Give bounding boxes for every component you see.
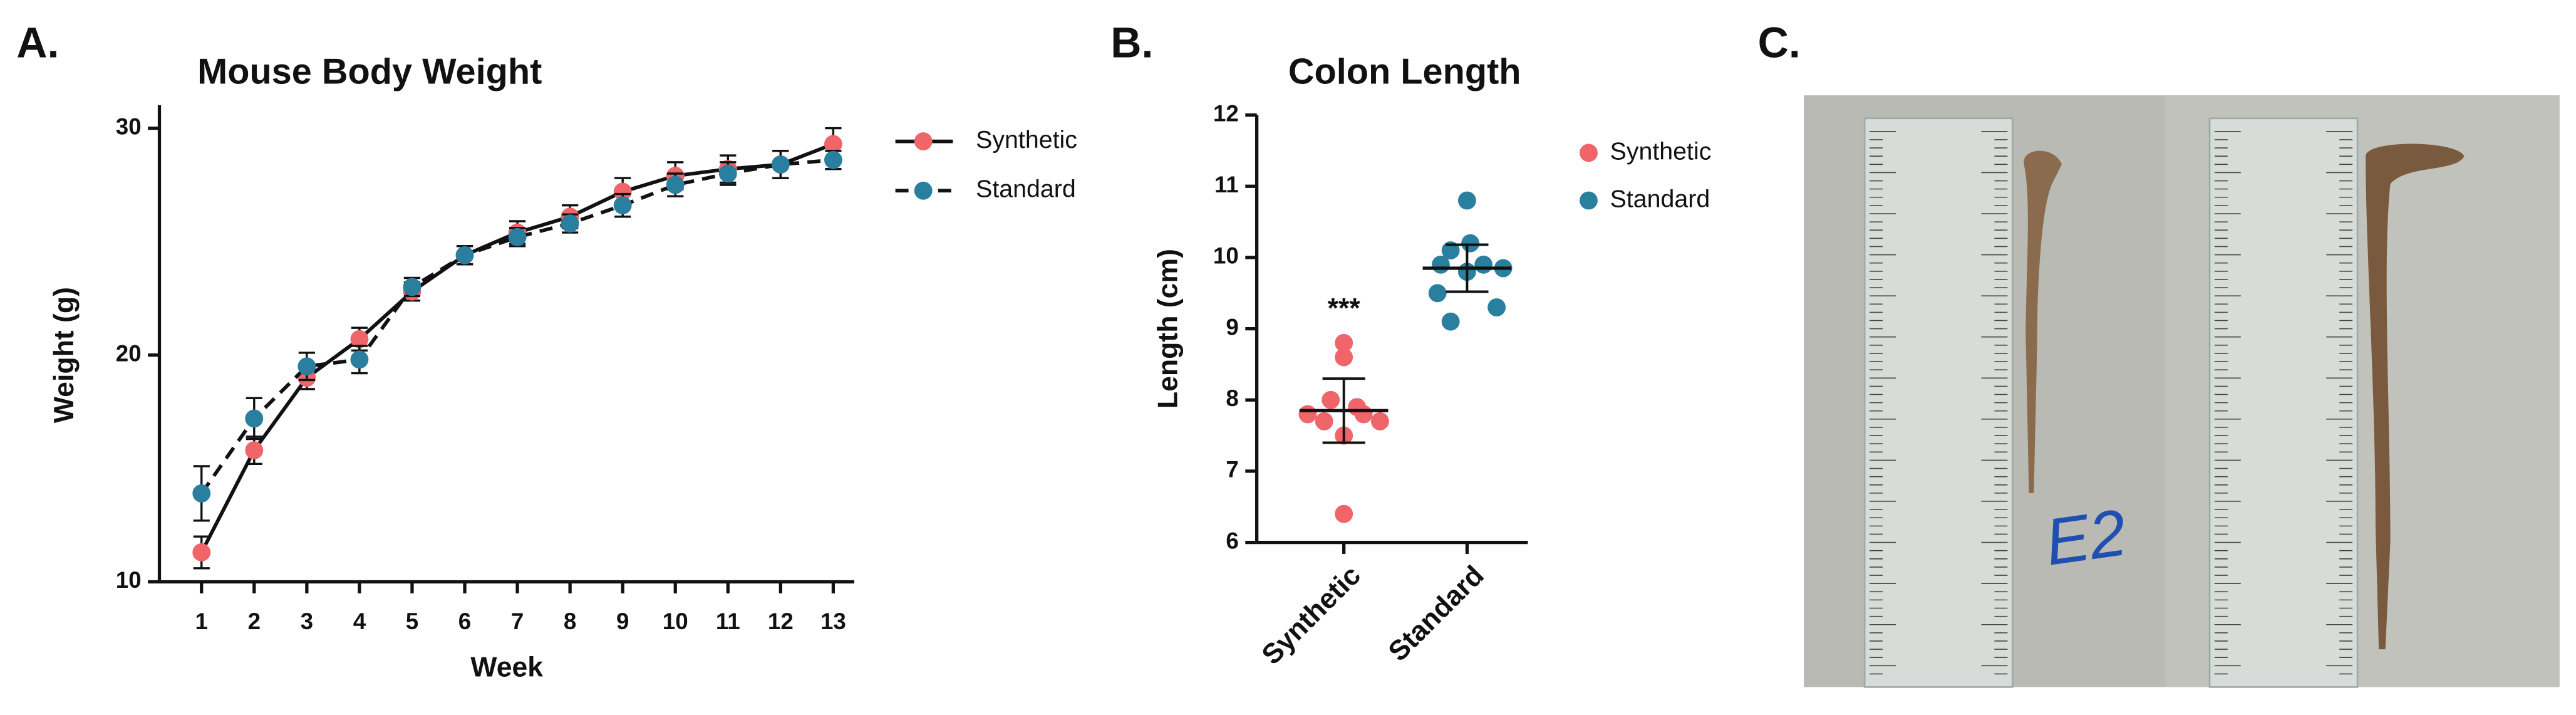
x-axis-label: Week bbox=[470, 652, 543, 682]
x-tick-label: 1 bbox=[195, 608, 208, 634]
data-point bbox=[245, 409, 264, 428]
ruler-scale bbox=[1870, 131, 2353, 675]
data-point bbox=[1335, 348, 1353, 367]
data-point bbox=[508, 227, 527, 246]
data-point bbox=[561, 214, 579, 233]
data-point bbox=[1335, 504, 1353, 523]
sd-bar bbox=[1446, 243, 1489, 293]
chart-title: Colon Length bbox=[1288, 51, 1521, 91]
y-tick-label: 6 bbox=[1226, 528, 1238, 553]
data-point bbox=[1487, 298, 1506, 316]
y-tick-label: 9 bbox=[1226, 314, 1238, 340]
x-tick-label: 9 bbox=[616, 608, 629, 634]
series-line bbox=[200, 142, 834, 553]
y-tick-label: 11 bbox=[1214, 172, 1239, 197]
y-tick-label: 12 bbox=[1213, 100, 1239, 126]
data-point bbox=[824, 135, 842, 154]
data-point bbox=[192, 484, 211, 503]
data-point bbox=[1370, 412, 1389, 431]
y-tick-label: 20 bbox=[116, 340, 142, 366]
data-point bbox=[1457, 191, 1476, 210]
x-tick-label: 5 bbox=[406, 608, 418, 634]
data-point bbox=[1461, 234, 1480, 253]
legend-label: Standard bbox=[1610, 185, 1710, 212]
legend-marker bbox=[914, 181, 933, 200]
data-point bbox=[1474, 255, 1493, 274]
series-line bbox=[200, 158, 834, 495]
x-tick-label: 2 bbox=[248, 608, 261, 634]
data-point bbox=[613, 182, 632, 201]
x-tick-label: 10 bbox=[663, 608, 688, 634]
data-point bbox=[824, 150, 842, 169]
x-tick-label: Standard bbox=[1383, 560, 1490, 667]
legend-label: Standard bbox=[976, 175, 1076, 203]
x-tick-label: 6 bbox=[458, 608, 471, 634]
data-point bbox=[1335, 333, 1353, 352]
x-tick-label: Synthetic bbox=[1256, 560, 1367, 671]
x-tick-label: 8 bbox=[564, 608, 576, 634]
data-point bbox=[666, 175, 685, 194]
x-tick-label: 11 bbox=[716, 608, 740, 634]
legend-marker bbox=[914, 132, 933, 151]
y-tick-label: 10 bbox=[116, 567, 142, 593]
data-point bbox=[350, 350, 369, 369]
sd-bar bbox=[1322, 377, 1365, 444]
y-tick-label: 30 bbox=[116, 113, 142, 139]
colon bbox=[2024, 150, 2062, 493]
data-point bbox=[297, 357, 316, 376]
data-point bbox=[771, 155, 790, 174]
data-point bbox=[1322, 390, 1340, 409]
data-point bbox=[613, 196, 632, 215]
panel-label: B. bbox=[1110, 19, 1153, 66]
y-tick-label: 7 bbox=[1226, 457, 1238, 483]
data-point bbox=[245, 441, 264, 460]
data-point bbox=[1441, 312, 1460, 331]
data-point bbox=[1432, 255, 1450, 274]
y-tick-label: 8 bbox=[1226, 385, 1238, 411]
chart-title: Mouse Body Weight bbox=[197, 51, 542, 91]
ruler bbox=[2208, 117, 2359, 688]
legend-marker bbox=[1580, 144, 1598, 162]
x-tick-label: 3 bbox=[301, 608, 313, 634]
photo: E2 bbox=[1804, 95, 2560, 688]
legend-marker bbox=[1580, 191, 1598, 210]
photo-annotation: E2 bbox=[2041, 496, 2131, 580]
data-point bbox=[350, 330, 369, 348]
data-point bbox=[1298, 405, 1317, 424]
data-point bbox=[718, 164, 737, 183]
data-point bbox=[455, 246, 474, 264]
colon bbox=[2366, 144, 2465, 650]
annotation: *** bbox=[1328, 293, 1361, 324]
data-point bbox=[403, 278, 422, 296]
y-axis-label: Weight (g) bbox=[49, 287, 80, 423]
legend-label: Synthetic bbox=[1610, 137, 1712, 165]
x-tick-label: 4 bbox=[353, 608, 366, 634]
panel-label: A. bbox=[16, 19, 59, 66]
data-point bbox=[1354, 405, 1373, 424]
x-tick-label: 13 bbox=[820, 608, 846, 634]
ruler bbox=[1863, 117, 2014, 688]
data-point bbox=[192, 543, 211, 561]
y-axis-label: Length (cm) bbox=[1152, 249, 1183, 409]
panel-label: C. bbox=[1758, 19, 1801, 66]
y-tick-label: 10 bbox=[1213, 243, 1239, 269]
x-tick-label: 7 bbox=[511, 608, 524, 634]
data-point bbox=[1428, 284, 1447, 303]
data-point bbox=[1315, 412, 1333, 431]
legend-label: Synthetic bbox=[976, 126, 1077, 154]
x-tick-label: 12 bbox=[768, 608, 794, 634]
